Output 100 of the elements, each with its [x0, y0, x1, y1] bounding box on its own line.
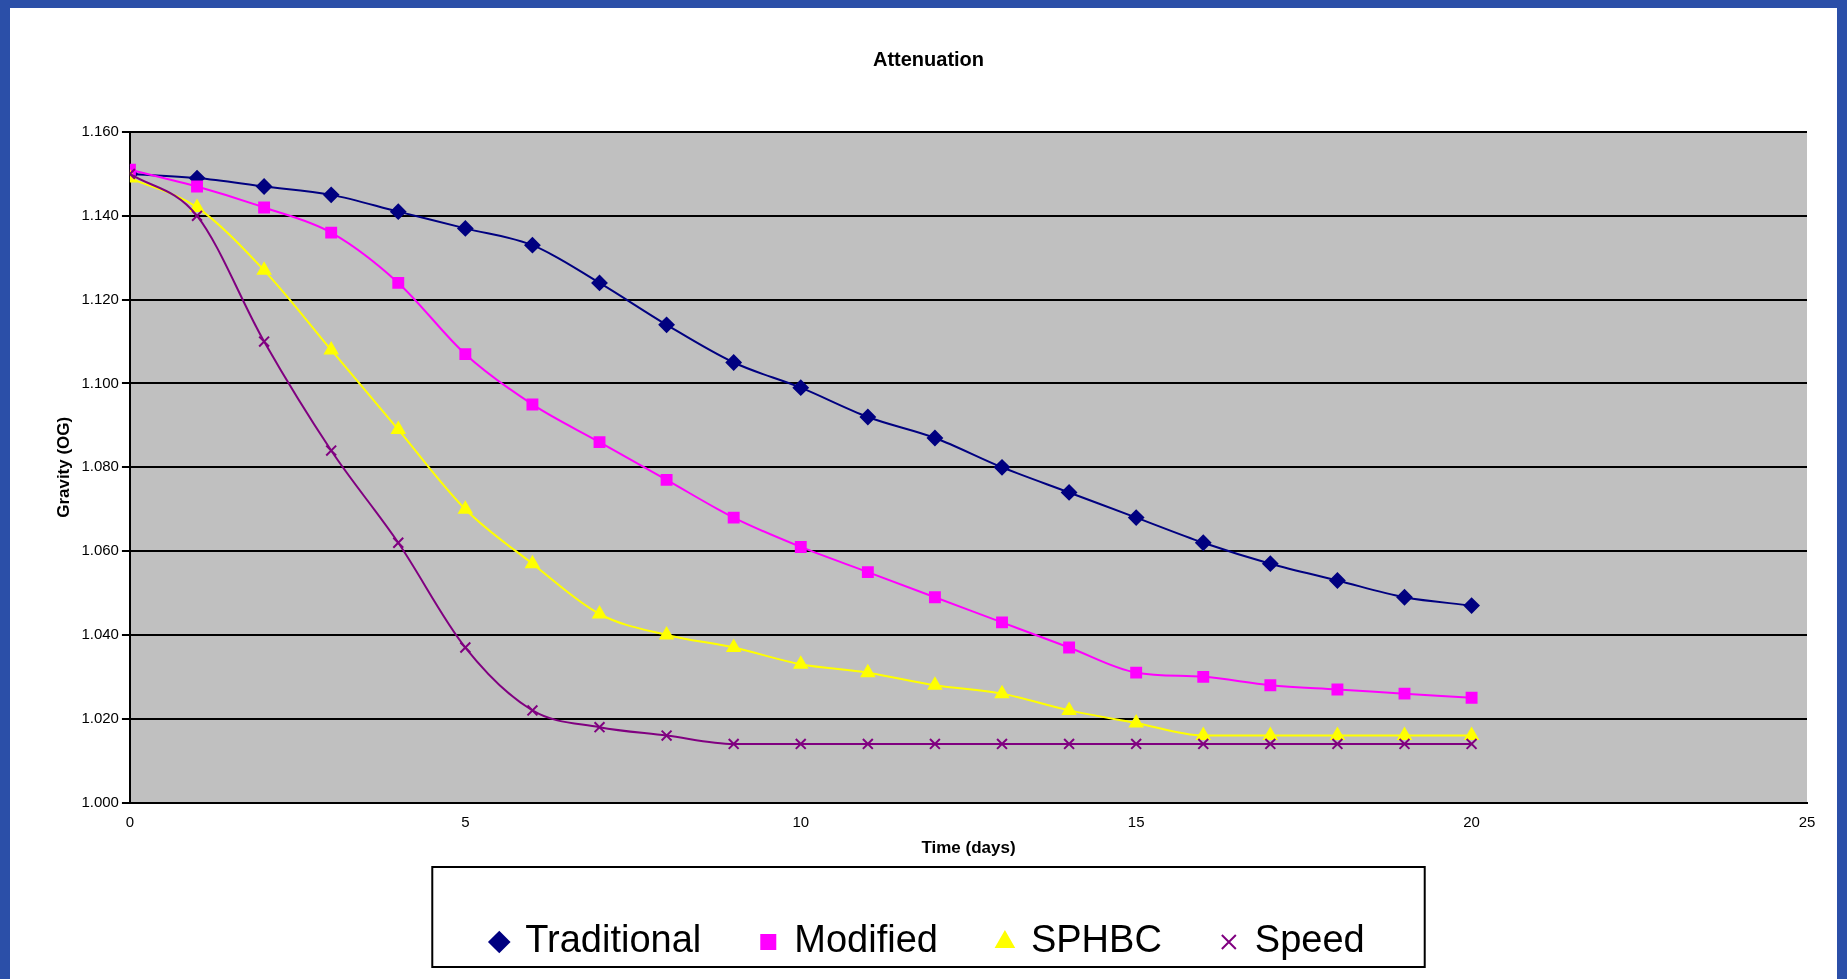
- point: [726, 639, 741, 653]
- legend-label: SPHBC: [1030, 918, 1162, 961]
- point: [524, 237, 541, 254]
- point: [257, 262, 272, 275]
- point: [928, 737, 941, 750]
- point: [1128, 509, 1145, 526]
- point: [392, 276, 405, 289]
- point: [859, 409, 876, 426]
- x-tick-label: 15: [1127, 812, 1145, 830]
- point: [996, 737, 1008, 750]
- point: [1398, 737, 1411, 750]
- point: [861, 737, 874, 750]
- y-tick-label: 1.060: [81, 541, 119, 559]
- y-tick-label: 1.160: [81, 122, 119, 140]
- point: [660, 729, 673, 742]
- point: [325, 444, 338, 457]
- point: [1331, 737, 1344, 750]
- point: [457, 220, 474, 237]
- point: [727, 511, 740, 524]
- point: [325, 226, 338, 239]
- x-tick-label: 20: [1463, 812, 1480, 830]
- point: [392, 536, 405, 549]
- point: [1331, 683, 1344, 696]
- point: [390, 203, 407, 220]
- point: [525, 555, 540, 569]
- point: [458, 501, 473, 514]
- point: [256, 178, 273, 195]
- point: [1464, 727, 1479, 741]
- point: [526, 704, 539, 717]
- point: [1130, 666, 1143, 679]
- point: [793, 656, 808, 669]
- point: [1063, 737, 1076, 750]
- point: [861, 566, 874, 579]
- point: [860, 664, 875, 678]
- point: [927, 677, 942, 690]
- y-tick-label: 1.020: [81, 708, 119, 726]
- point: [526, 398, 539, 411]
- point: [459, 641, 472, 654]
- x-axis-title: Time (days): [921, 838, 1016, 858]
- point: [1197, 670, 1210, 683]
- legend-label: Traditional: [525, 918, 702, 961]
- point: [1063, 641, 1076, 654]
- point: [996, 616, 1008, 629]
- point: [459, 348, 472, 361]
- point: [659, 626, 674, 640]
- point: [1329, 572, 1346, 589]
- point: [323, 186, 340, 203]
- x-tick-label: 25: [1798, 812, 1816, 830]
- x-tick-label: 0: [125, 812, 135, 830]
- point: [1465, 691, 1478, 704]
- point: [1398, 687, 1411, 700]
- y-tick-label: 1.100: [81, 373, 119, 391]
- y-tick-label: 1.000: [81, 792, 119, 810]
- point: [1263, 727, 1278, 741]
- chart-title: Attenuation: [872, 47, 985, 70]
- legend-label: Modified: [794, 918, 938, 961]
- x-tick-label: 10: [792, 812, 810, 830]
- point: [660, 473, 673, 486]
- point: [792, 379, 809, 396]
- point: [591, 274, 608, 291]
- point: [1330, 727, 1345, 741]
- point: [191, 180, 203, 193]
- point: [189, 199, 205, 212]
- point: [794, 540, 807, 553]
- y-axis-title: Gravity (OG): [53, 416, 73, 518]
- point: [926, 429, 943, 446]
- point: [258, 335, 271, 348]
- point: [191, 209, 203, 222]
- point: [1465, 737, 1478, 750]
- point: [1130, 737, 1143, 750]
- point: [593, 721, 606, 734]
- point: [994, 685, 1010, 699]
- point: [794, 737, 807, 750]
- point: [324, 341, 339, 355]
- point: [1397, 727, 1412, 741]
- point: [727, 737, 740, 750]
- point: [1062, 702, 1077, 715]
- point: [1196, 727, 1211, 741]
- point: [1195, 534, 1212, 551]
- point: [258, 201, 271, 214]
- point: [1061, 484, 1078, 501]
- point: [593, 436, 606, 449]
- point: [1262, 555, 1279, 572]
- point: [725, 354, 742, 371]
- point: [1463, 597, 1480, 614]
- point: [1197, 737, 1210, 750]
- point: [658, 316, 675, 333]
- point: [1396, 589, 1413, 606]
- legend-label: Speed: [1254, 918, 1365, 961]
- y-tick-label: 1.080: [81, 457, 119, 475]
- y-tick-label: 1.040: [81, 625, 119, 643]
- y-tick-label: 1.120: [81, 289, 119, 307]
- y-tick-label: 1.140: [81, 205, 119, 223]
- point: [1264, 737, 1277, 750]
- point: [1264, 679, 1277, 692]
- point: [994, 459, 1011, 476]
- point: [928, 591, 941, 604]
- point: [391, 421, 406, 435]
- point: [1129, 714, 1144, 728]
- point: [592, 605, 607, 619]
